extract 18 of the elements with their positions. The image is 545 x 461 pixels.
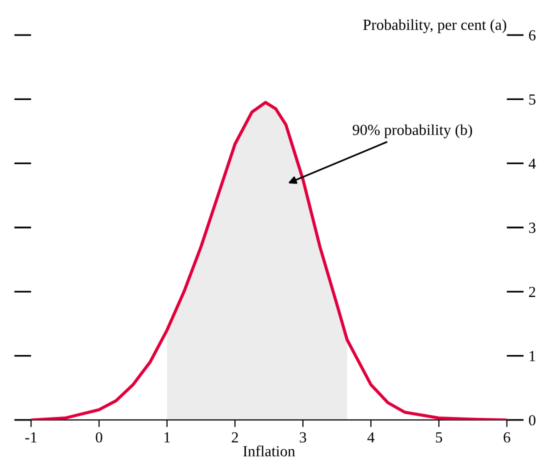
y-tick-label: 4 bbox=[528, 158, 536, 169]
x-tick-label: 2 bbox=[232, 432, 238, 442]
y-tick-label: 1 bbox=[530, 351, 536, 362]
x-tick-label: -1 bbox=[25, 432, 37, 442]
x-tick-label: 0 bbox=[96, 432, 102, 443]
x-axis-title: Inflation bbox=[243, 445, 296, 456]
x-tick-label: 5 bbox=[436, 432, 442, 443]
y-tick-label: 6 bbox=[529, 30, 536, 40]
y-tick-label: 0 bbox=[528, 415, 536, 426]
x-tick-label: 3 bbox=[300, 432, 306, 443]
annotation: 90% probability (b) bbox=[352, 124, 472, 138]
y-tick-label: 5 bbox=[529, 94, 536, 105]
x-tick-label: 1 bbox=[164, 432, 170, 442]
x-tick-label: 4 bbox=[367, 432, 374, 442]
x-tick-label: 6 bbox=[504, 432, 510, 443]
y-tick-label: 3 bbox=[529, 222, 536, 233]
y-axis-title: Probability, per cent (a) bbox=[363, 19, 506, 34]
y-tick-label: 2 bbox=[529, 286, 536, 297]
